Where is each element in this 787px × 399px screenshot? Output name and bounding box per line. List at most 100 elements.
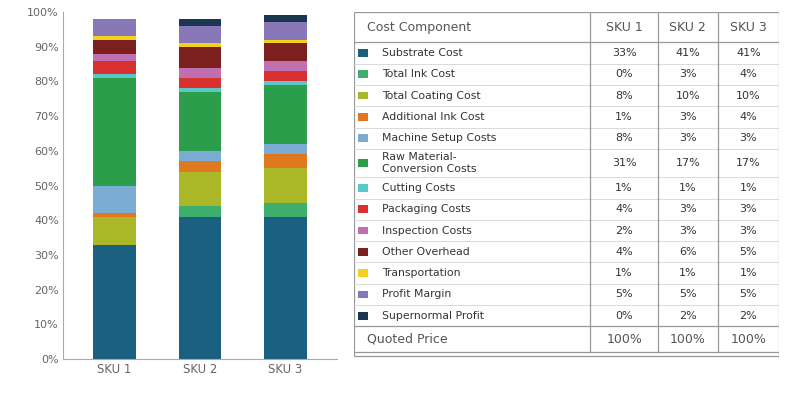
Bar [264, 71, 307, 81]
Bar [93, 61, 135, 75]
Text: 100%: 100% [606, 333, 642, 346]
Text: 3%: 3% [740, 225, 757, 235]
Bar [93, 78, 135, 186]
Text: 100%: 100% [730, 333, 767, 346]
Text: 1%: 1% [615, 183, 633, 193]
Text: 5%: 5% [740, 289, 757, 299]
Text: 31%: 31% [611, 158, 637, 168]
Text: Additional Ink Cost: Additional Ink Cost [382, 112, 485, 122]
Text: Profit Margin: Profit Margin [382, 289, 451, 299]
Text: 5%: 5% [615, 289, 633, 299]
Text: Other Overhead: Other Overhead [382, 247, 470, 257]
Bar [264, 22, 307, 40]
Bar [93, 53, 135, 61]
Bar [264, 144, 307, 154]
Bar [264, 154, 307, 168]
Bar [358, 248, 368, 256]
Bar [179, 161, 221, 172]
Text: 41%: 41% [675, 48, 700, 58]
Text: 4%: 4% [740, 112, 757, 122]
Bar [179, 88, 221, 92]
Bar [179, 151, 221, 161]
Bar [179, 67, 221, 78]
Bar [179, 92, 221, 151]
Text: 3%: 3% [679, 204, 696, 214]
Text: Cost Component: Cost Component [368, 21, 471, 34]
Bar [93, 36, 135, 40]
Text: Quoted Price: Quoted Price [368, 333, 448, 346]
Bar [179, 217, 221, 359]
Text: Packaging Costs: Packaging Costs [382, 204, 471, 214]
Bar [179, 206, 221, 217]
Bar [358, 159, 368, 167]
Text: 17%: 17% [736, 158, 761, 168]
Text: 4%: 4% [615, 204, 633, 214]
Bar [264, 16, 307, 22]
Text: Supernormal Profit: Supernormal Profit [382, 311, 484, 321]
Bar [179, 26, 221, 43]
Text: Raw Material-
Conversion Costs: Raw Material- Conversion Costs [382, 152, 477, 174]
Text: 1%: 1% [679, 183, 696, 193]
Text: 17%: 17% [675, 158, 700, 168]
Bar [264, 81, 307, 85]
Text: 1%: 1% [740, 268, 757, 278]
Bar [179, 172, 221, 206]
Text: 1%: 1% [740, 183, 757, 193]
Text: 3%: 3% [679, 69, 696, 79]
Bar [358, 227, 368, 234]
Text: SKU 2: SKU 2 [670, 21, 706, 34]
Text: 2%: 2% [740, 311, 757, 321]
Text: 0%: 0% [615, 69, 633, 79]
Text: 5%: 5% [679, 289, 696, 299]
Text: 1%: 1% [615, 268, 633, 278]
Bar [358, 92, 368, 99]
Text: 10%: 10% [736, 91, 761, 101]
Bar [93, 40, 135, 53]
Text: Total Coating Cost: Total Coating Cost [382, 91, 481, 101]
Bar [179, 47, 221, 67]
Bar [264, 168, 307, 203]
Bar [358, 290, 368, 298]
Bar [358, 312, 368, 320]
Text: 3%: 3% [679, 225, 696, 235]
Bar [358, 71, 368, 78]
Bar [358, 113, 368, 121]
Bar [264, 217, 307, 359]
Text: 10%: 10% [675, 91, 700, 101]
Text: Cutting Costs: Cutting Costs [382, 183, 456, 193]
Bar [93, 75, 135, 78]
Bar [358, 184, 368, 192]
Bar [264, 40, 307, 43]
Text: Substrate Cost: Substrate Cost [382, 48, 463, 58]
Bar [93, 245, 135, 359]
Bar [179, 78, 221, 88]
Bar [93, 217, 135, 245]
Text: 2%: 2% [679, 311, 696, 321]
Bar [264, 43, 307, 61]
Text: 3%: 3% [740, 133, 757, 143]
Bar [264, 203, 307, 217]
Text: 1%: 1% [615, 112, 633, 122]
Text: 3%: 3% [679, 133, 696, 143]
Text: 5%: 5% [740, 247, 757, 257]
Bar [358, 205, 368, 213]
Text: 1%: 1% [679, 268, 696, 278]
Text: 0%: 0% [615, 311, 633, 321]
Text: 8%: 8% [615, 91, 633, 101]
Bar [358, 134, 368, 142]
Text: SKU 1: SKU 1 [606, 21, 642, 34]
Text: Transportation: Transportation [382, 268, 460, 278]
Text: Machine Setup Costs: Machine Setup Costs [382, 133, 497, 143]
Text: Total Ink Cost: Total Ink Cost [382, 69, 455, 79]
Bar [179, 19, 221, 26]
Bar [93, 186, 135, 213]
Text: 33%: 33% [611, 48, 637, 58]
Text: 3%: 3% [740, 204, 757, 214]
Text: 41%: 41% [736, 48, 761, 58]
Text: Inspection Costs: Inspection Costs [382, 225, 471, 235]
Text: 3%: 3% [679, 112, 696, 122]
Text: 4%: 4% [740, 69, 757, 79]
Bar [264, 85, 307, 144]
Bar [358, 49, 368, 57]
Bar [264, 61, 307, 71]
